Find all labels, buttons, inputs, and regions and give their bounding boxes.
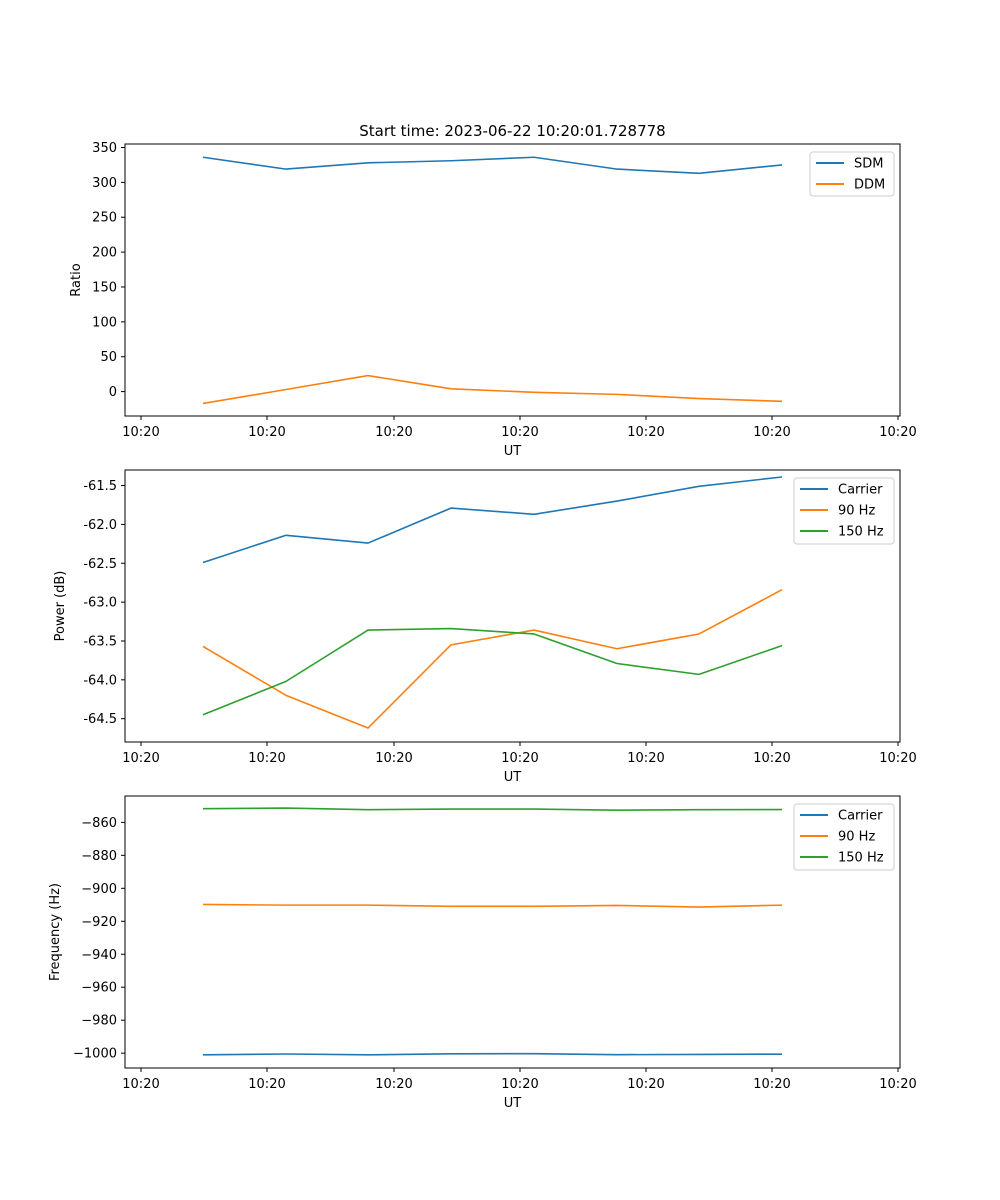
x-tick-label: 10:20 bbox=[248, 425, 285, 440]
y-tick-label: -63.0 bbox=[83, 596, 117, 611]
x-axis-label: UT bbox=[504, 444, 522, 459]
plot-frame bbox=[124, 143, 901, 417]
y-tick-label: −920 bbox=[81, 915, 117, 930]
y-tick-label: −880 bbox=[81, 849, 117, 864]
x-tick-label: 10:20 bbox=[501, 751, 538, 766]
x-tick-label: 10:20 bbox=[248, 1077, 285, 1092]
legend-label: 150 Hz bbox=[838, 851, 884, 866]
y-axis-label: Frequency (Hz) bbox=[48, 883, 63, 981]
x-tick-label: 10:20 bbox=[753, 1077, 790, 1092]
legend: Carrier 90 Hz 150 Hz bbox=[793, 803, 895, 871]
plot-frame bbox=[124, 469, 901, 743]
y-tick-label: -62.5 bbox=[83, 557, 117, 572]
y-tick-label: 50 bbox=[100, 350, 117, 365]
x-tick-label: 10:20 bbox=[501, 1077, 538, 1092]
y-tick-label: -64.0 bbox=[83, 673, 117, 688]
y-tick-label: 250 bbox=[92, 211, 117, 226]
series-line-carrier bbox=[202, 476, 783, 564]
legend-label: DDM bbox=[854, 178, 885, 193]
figure-title: Start time: 2023-06-22 10:20:01.728778 bbox=[359, 122, 665, 140]
y-tick-label: 0 bbox=[109, 385, 117, 400]
x-axis-label: UT bbox=[504, 1096, 522, 1111]
legend: Carrier 90 Hz 150 Hz bbox=[793, 477, 895, 545]
y-tick-label: 350 bbox=[92, 141, 117, 156]
x-tick-label: 10:20 bbox=[248, 751, 285, 766]
legend-label: 90 Hz bbox=[838, 830, 875, 845]
y-tick-label: −1000 bbox=[73, 1047, 117, 1062]
x-tick-label: 10:20 bbox=[753, 425, 790, 440]
y-tick-label: 100 bbox=[92, 315, 117, 330]
plot-frame bbox=[124, 795, 901, 1069]
x-tick-label: 10:20 bbox=[375, 1077, 412, 1092]
x-tick-label: 10:20 bbox=[122, 1077, 159, 1092]
y-tick-label: −980 bbox=[81, 1014, 117, 1029]
x-tick-label: 10:20 bbox=[501, 425, 538, 440]
y-tick-label: −960 bbox=[81, 981, 117, 996]
x-tick-label: 10:20 bbox=[879, 425, 916, 440]
legend-label: Carrier bbox=[838, 483, 883, 498]
y-tick-label: −940 bbox=[81, 948, 117, 963]
legend: SDM DDM bbox=[809, 151, 895, 197]
y-tick-label: 200 bbox=[92, 246, 117, 261]
x-axis-label: UT bbox=[504, 770, 522, 785]
x-tick-label: 10:20 bbox=[375, 751, 412, 766]
y-tick-label: -62.0 bbox=[83, 518, 117, 533]
series-line-ddm bbox=[202, 374, 783, 405]
chart-panel-2: 10:20 10:20 10:20 10:20 10:20 10:20 10:20 -64.5… bbox=[53, 469, 917, 785]
x-tick-label: 10:20 bbox=[375, 425, 412, 440]
chart-panel-3: 10:20 10:20 10:20 10:20 10:20 10:20 10:20 −1000… bbox=[48, 795, 917, 1111]
y-tick-label: -63.5 bbox=[83, 634, 117, 649]
x-tick-label: 10:20 bbox=[122, 425, 159, 440]
x-tick-label: 10:20 bbox=[122, 751, 159, 766]
legend-box bbox=[793, 477, 895, 545]
x-tick-label: 10:20 bbox=[627, 751, 664, 766]
x-tick-label: 10:20 bbox=[753, 751, 790, 766]
series-line-150-hz bbox=[202, 807, 783, 811]
y-tick-label: −860 bbox=[81, 816, 117, 831]
legend-label: SDM bbox=[854, 157, 883, 172]
y-axis-label: Power (dB) bbox=[53, 571, 68, 642]
y-axis-label: Ratio bbox=[69, 263, 84, 296]
legend-label: 90 Hz bbox=[838, 504, 875, 519]
x-tick-label: 10:20 bbox=[627, 1077, 664, 1092]
y-tick-label: −900 bbox=[81, 882, 117, 897]
chart-panel-1: 10:20 10:20 10:20 10:20 10:20 10:20 10:20 0 50 10… bbox=[69, 141, 917, 459]
x-tick-label: 10:20 bbox=[879, 751, 916, 766]
series-line-90-hz bbox=[202, 588, 783, 729]
series-line-150-hz bbox=[202, 627, 783, 716]
x-tick-label: 10:20 bbox=[627, 425, 664, 440]
y-tick-label: 300 bbox=[92, 176, 117, 191]
legend-box bbox=[793, 803, 895, 871]
series-line-90-hz bbox=[202, 903, 783, 908]
y-tick-label: -64.5 bbox=[83, 712, 117, 727]
series-line-carrier bbox=[202, 1052, 783, 1056]
x-tick-label: 10:20 bbox=[879, 1077, 916, 1092]
y-tick-label: -61.5 bbox=[83, 479, 117, 494]
legend-label: 150 Hz bbox=[838, 525, 884, 540]
y-tick-label: 150 bbox=[92, 280, 117, 295]
legend-label: Carrier bbox=[838, 809, 883, 824]
series-line-sdm bbox=[202, 156, 783, 175]
